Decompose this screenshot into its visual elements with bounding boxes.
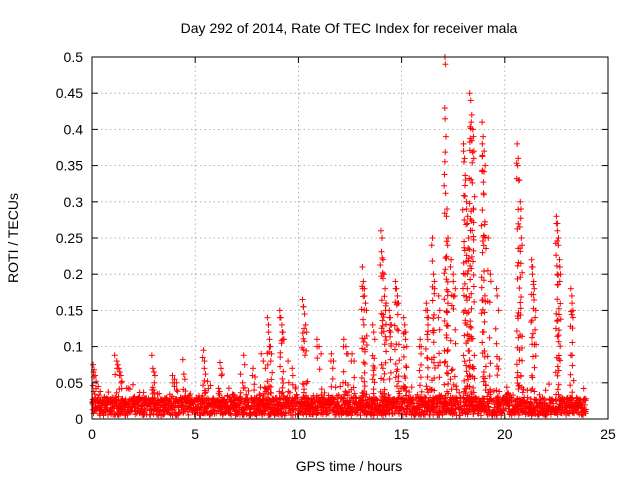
data-point	[156, 391, 162, 397]
data-point	[362, 383, 368, 389]
data-point	[333, 384, 339, 390]
y-axis-label: ROTI / TECUs	[5, 193, 21, 283]
data-point	[185, 412, 191, 418]
data-point	[337, 383, 343, 389]
data-point	[141, 389, 147, 395]
data-point	[357, 412, 363, 418]
grid-lines	[92, 57, 608, 419]
data-point	[251, 387, 257, 393]
data-points	[89, 54, 589, 418]
data-point	[226, 385, 232, 391]
x-axis-label: GPS time / hours	[296, 458, 403, 474]
data-point	[130, 382, 136, 388]
data-point	[409, 384, 415, 390]
data-point	[175, 388, 181, 394]
data-point	[406, 389, 412, 395]
data-point	[216, 385, 222, 391]
chart-title: Day 292 of 2014, Rate Of TEC Index for r…	[181, 20, 518, 36]
data-point	[92, 391, 98, 397]
data-point	[105, 389, 111, 395]
